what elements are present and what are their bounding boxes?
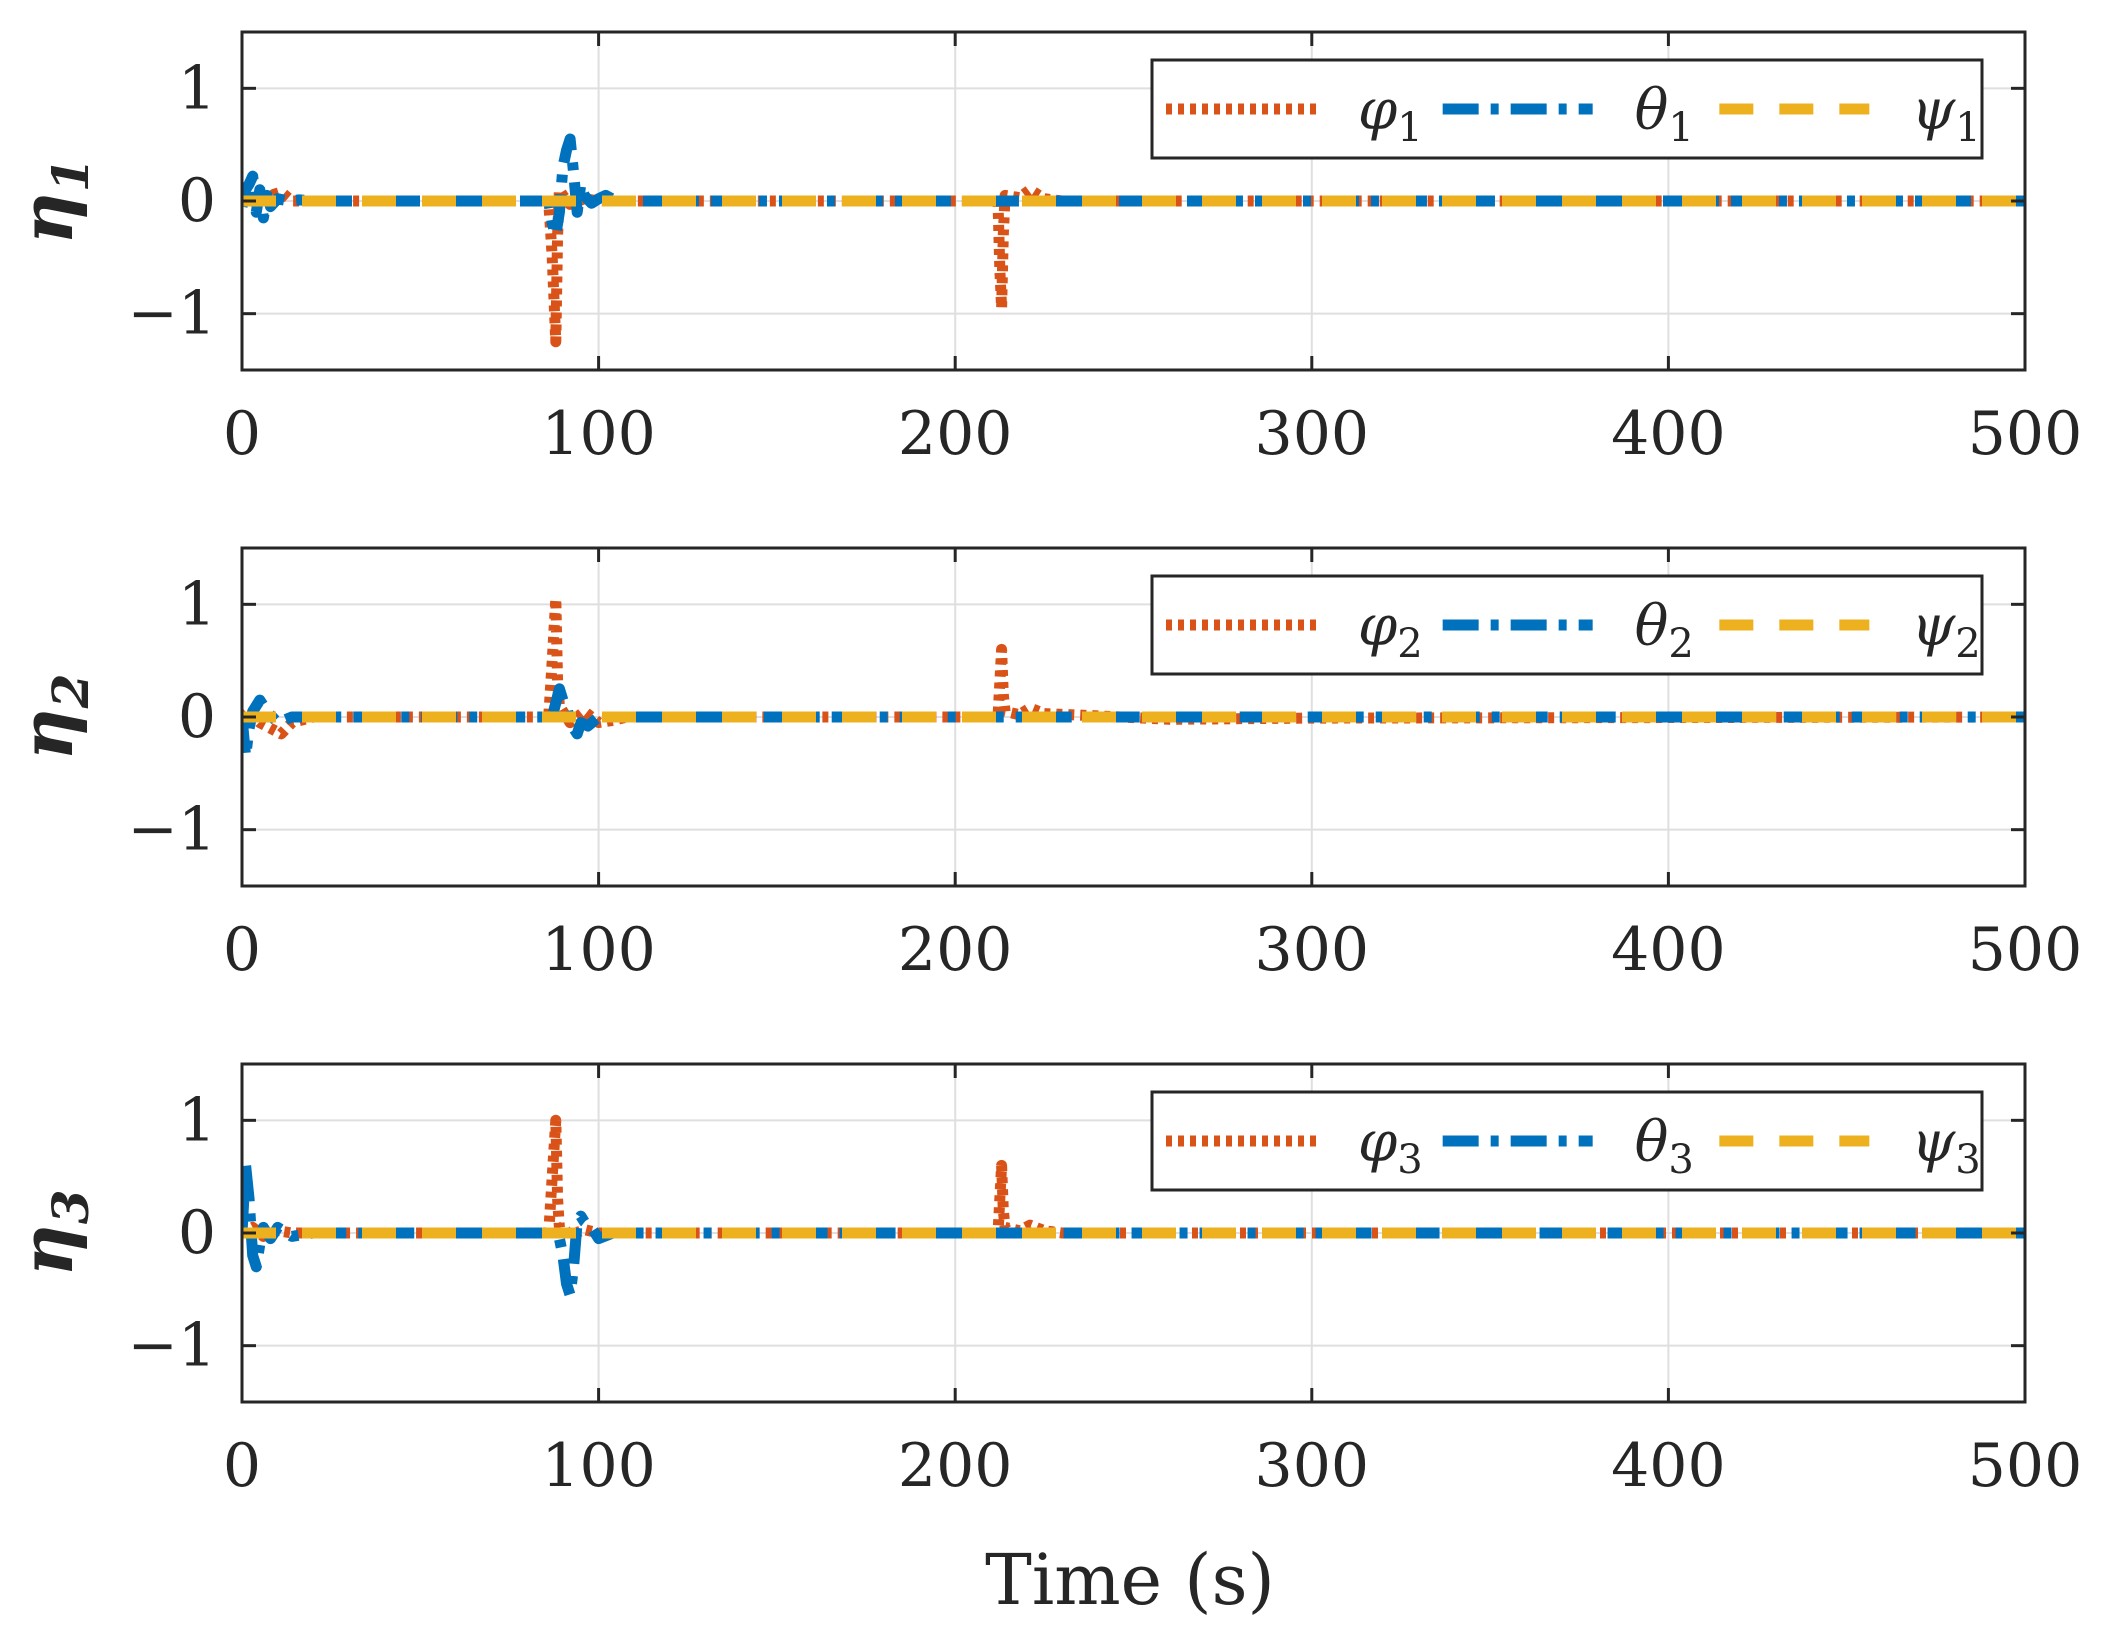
x-tick-label: 100 xyxy=(541,399,656,469)
legend-label: ψ1 xyxy=(1911,78,1980,151)
y-axis-subscript: 3 xyxy=(41,1189,100,1224)
legend-subscript: 3 xyxy=(1397,1137,1422,1183)
legend-symbol: θ xyxy=(1635,594,1669,659)
series-group xyxy=(242,593,2025,762)
series-line-φ2 xyxy=(242,593,2025,740)
x-tick-label: 500 xyxy=(1968,915,2083,985)
legend-label: ψ3 xyxy=(1911,1110,1980,1183)
legend-subscript: 1 xyxy=(1955,105,1980,151)
legend-symbol: θ xyxy=(1635,78,1669,143)
y-axis-label: η1 xyxy=(4,157,100,244)
legend-symbol: φ xyxy=(1358,78,1397,143)
legend-label: θ1 xyxy=(1635,78,1694,151)
x-tick-label: 100 xyxy=(541,1431,656,1501)
series-group xyxy=(242,133,2025,348)
legend-label: φ3 xyxy=(1358,1110,1423,1183)
legend-item-φ1: φ1 xyxy=(1166,78,1423,151)
legend: φ3 θ3 ψ3 xyxy=(1150,1090,1984,1192)
y-tick-label: 1 xyxy=(178,53,216,123)
x-tick-label: 300 xyxy=(1255,1431,1370,1501)
legend-item-φ2: φ2 xyxy=(1166,594,1423,667)
x-tick-label: 200 xyxy=(898,1431,1013,1501)
legend-subscript: 2 xyxy=(1668,621,1693,667)
legend-item-θ2: θ2 xyxy=(1442,594,1694,667)
y-axis-symbol: η xyxy=(4,192,89,244)
y-tick-label: 1 xyxy=(178,1085,216,1155)
series-group xyxy=(242,1114,2025,1301)
x-tick-label: 0 xyxy=(223,915,261,985)
x-axis-label: Time (s) xyxy=(985,1539,1275,1621)
legend-item-ψ1: ψ1 xyxy=(1719,78,1981,151)
y-tick-label: −1 xyxy=(128,279,216,349)
legend-subscript: 2 xyxy=(1397,621,1422,667)
legend-label: φ1 xyxy=(1358,78,1423,151)
legend-item-θ1: θ1 xyxy=(1442,78,1694,151)
x-tick-label: 300 xyxy=(1255,915,1370,985)
legend-item-ψ2: ψ2 xyxy=(1719,594,1981,667)
y-axis-symbol: η xyxy=(4,708,89,760)
x-tick-label: 400 xyxy=(1611,915,1726,985)
legend-symbol: ψ xyxy=(1911,1110,1956,1175)
series-line-θ1 xyxy=(242,133,2025,241)
legend-item-φ3: φ3 xyxy=(1166,1110,1423,1183)
legend-label: θ3 xyxy=(1635,1110,1694,1183)
x-tick-label: 100 xyxy=(541,915,656,985)
y-tick-label: −1 xyxy=(128,1311,216,1381)
legend-subscript: 3 xyxy=(1668,1137,1693,1183)
legend: φ1 θ1 ψ1 xyxy=(1150,58,1984,160)
x-tick-label: 200 xyxy=(898,915,1013,985)
series-line-θ2 xyxy=(242,683,2025,762)
y-axis-symbol: η xyxy=(4,1224,89,1276)
y-axis-label: η2 xyxy=(4,673,100,760)
x-tick-label: 500 xyxy=(1968,399,2083,469)
y-tick-label: 0 xyxy=(178,166,216,236)
y-tick-label: −1 xyxy=(128,795,216,865)
x-tick-label: 300 xyxy=(1255,399,1370,469)
legend-symbol: ψ xyxy=(1911,78,1956,143)
legend-item-ψ3: ψ3 xyxy=(1719,1110,1981,1183)
legend-subscript: 2 xyxy=(1955,621,1980,667)
y-tick-label: 1 xyxy=(178,569,216,639)
legend-label: φ2 xyxy=(1358,594,1423,667)
x-tick-label: 0 xyxy=(223,1431,261,1501)
legend-subscript: 1 xyxy=(1668,105,1693,151)
y-axis-subscript: 1 xyxy=(41,157,100,192)
legend-symbol: θ xyxy=(1635,1110,1669,1175)
y-tick-label: 0 xyxy=(178,1198,216,1268)
y-axis-subscript: 2 xyxy=(41,673,100,709)
y-axis-label: η3 xyxy=(4,1189,100,1276)
legend-symbol: φ xyxy=(1358,594,1397,659)
legend-label: θ2 xyxy=(1635,594,1694,667)
y-tick-label: 0 xyxy=(178,682,216,752)
legend: φ2 θ2 ψ2 xyxy=(1150,574,1984,676)
x-tick-label: 0 xyxy=(223,399,261,469)
legend-subscript: 3 xyxy=(1955,1137,1980,1183)
legend-item-θ3: θ3 xyxy=(1442,1110,1694,1183)
legend-label: ψ2 xyxy=(1911,594,1980,667)
legend-symbol: φ xyxy=(1358,1110,1397,1175)
legend-subscript: 1 xyxy=(1397,105,1422,151)
x-tick-label: 200 xyxy=(898,399,1013,469)
x-tick-label: 400 xyxy=(1611,399,1726,469)
series-line-θ3 xyxy=(242,1159,2025,1301)
x-tick-label: 400 xyxy=(1611,1431,1726,1501)
x-tick-label: 500 xyxy=(1968,1431,2083,1501)
legend-symbol: ψ xyxy=(1911,594,1956,659)
